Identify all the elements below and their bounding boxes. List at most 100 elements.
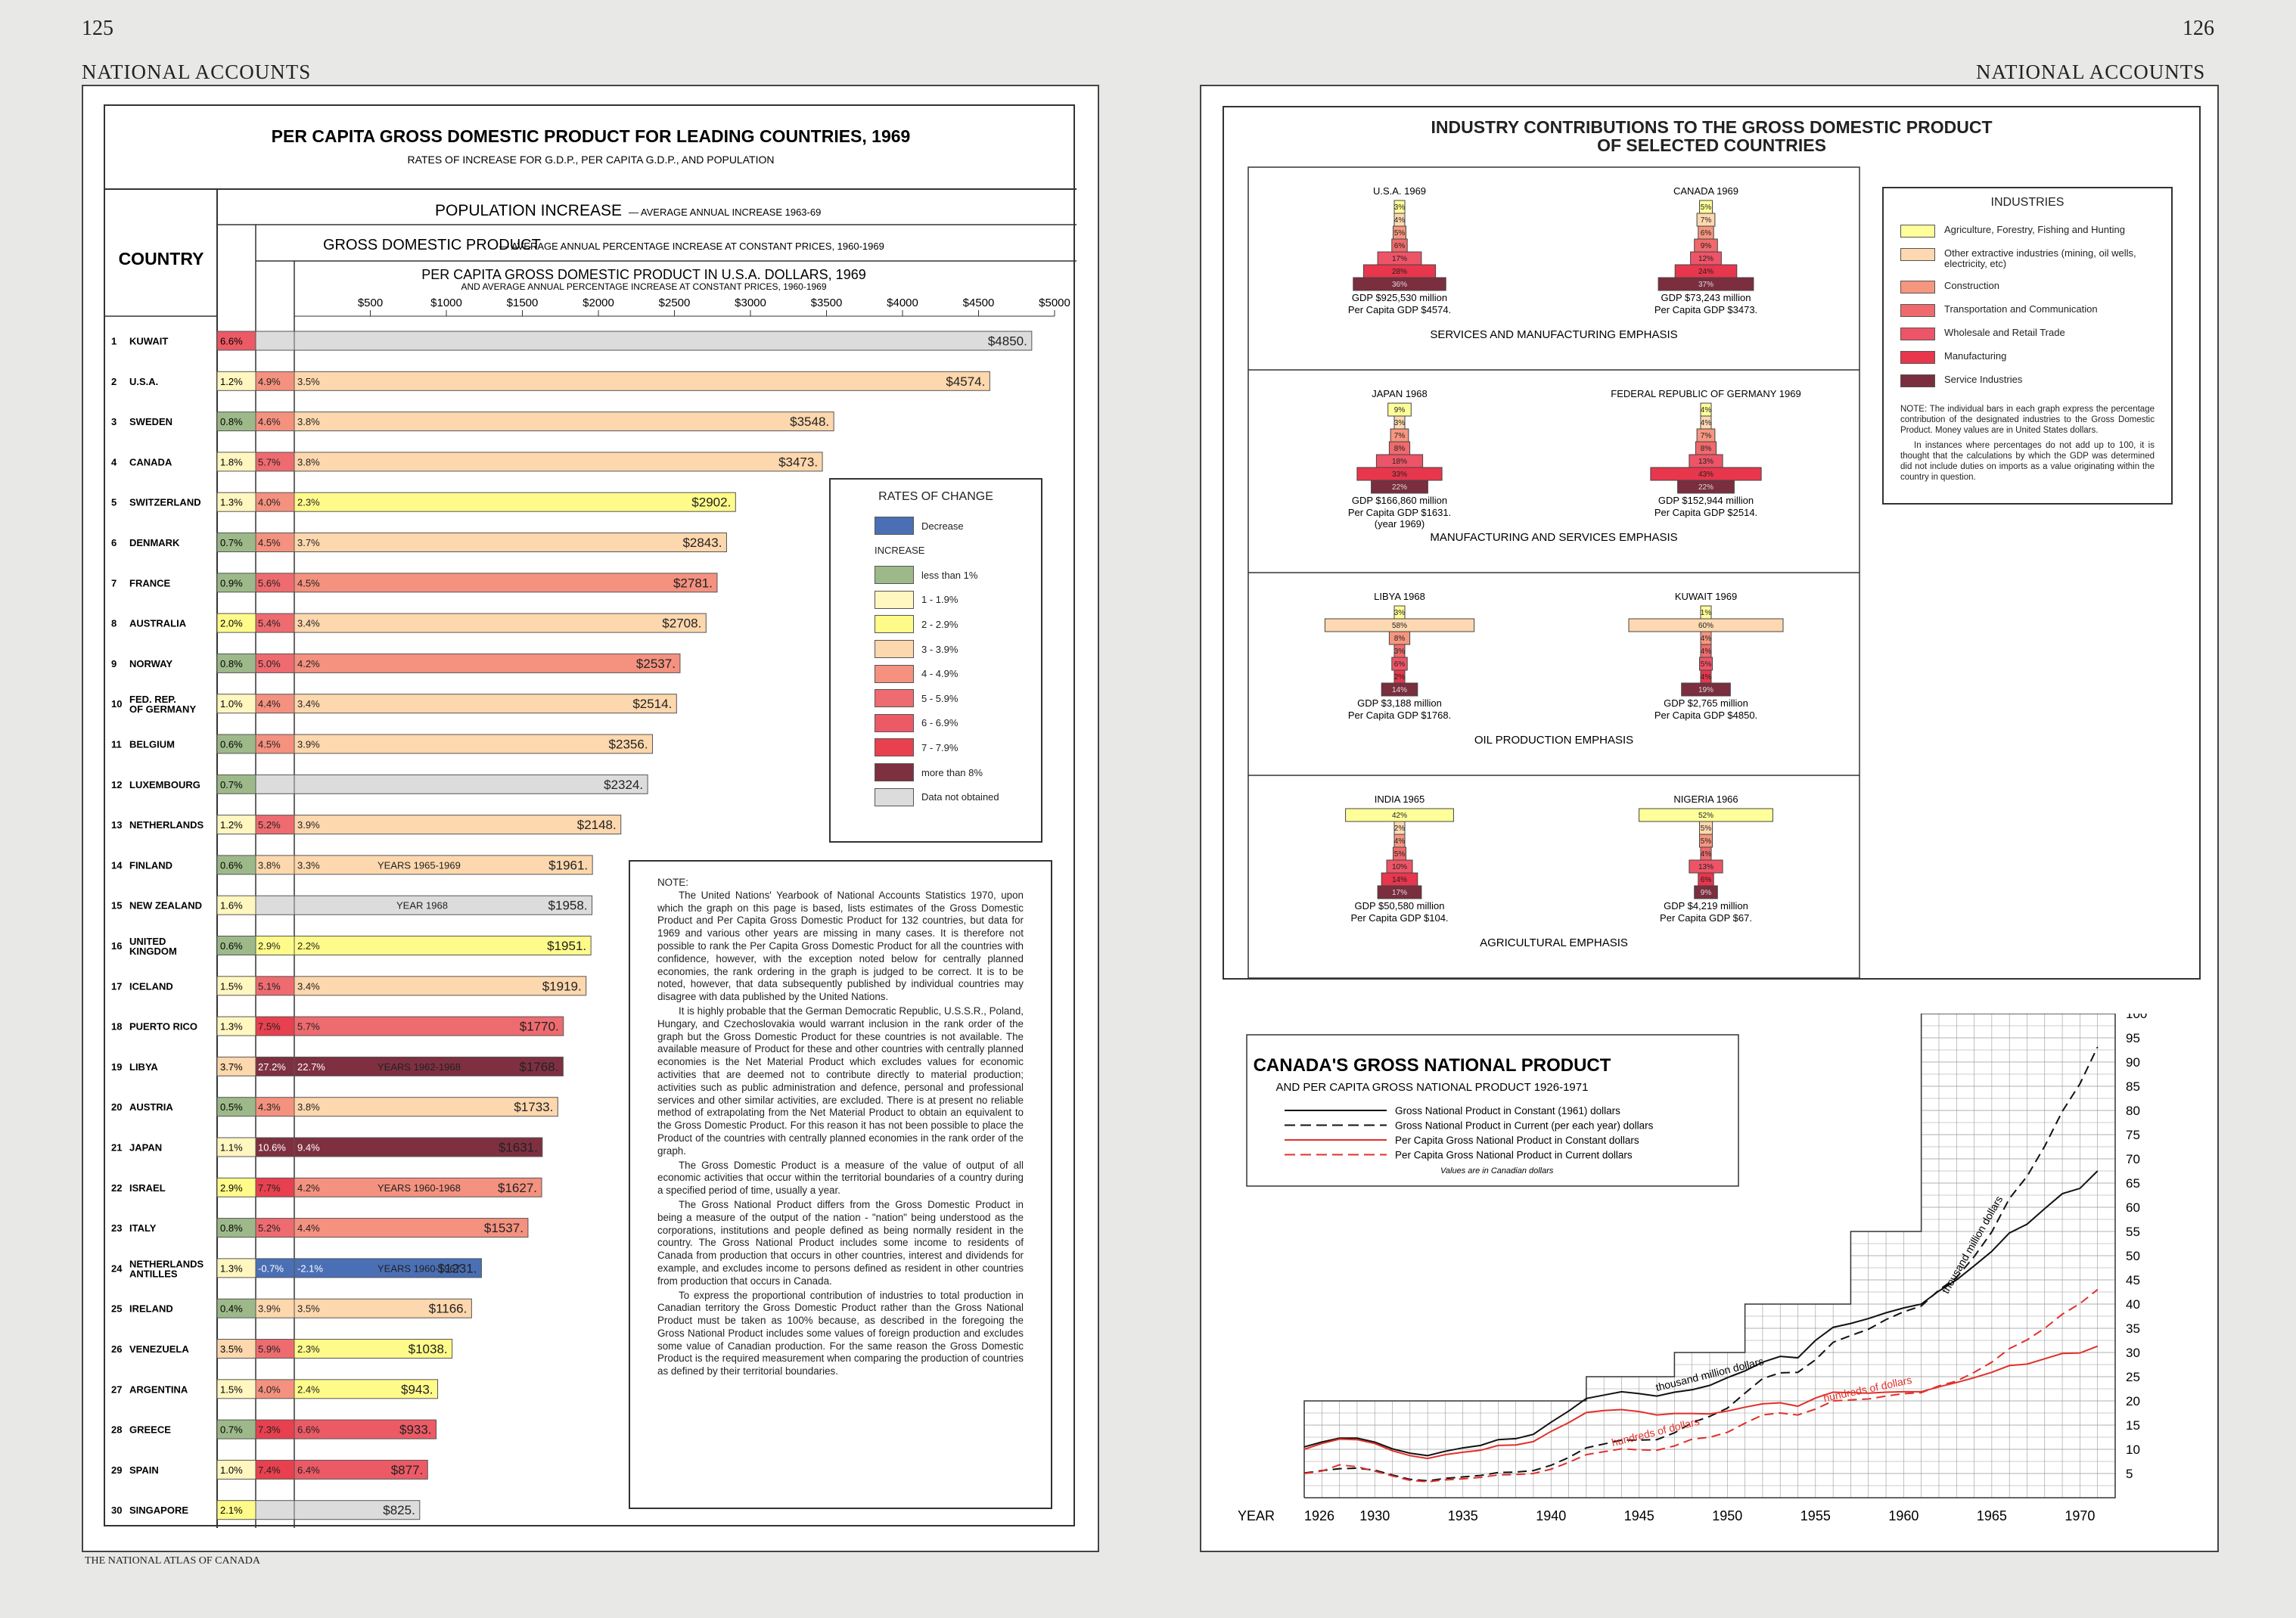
note-heading: NOTE:: [657, 877, 688, 888]
x-tick-label: 1926: [1304, 1508, 1334, 1523]
gdp-cell: [255, 895, 295, 915]
industry-legend-label: Agriculture, Forestry, Fishing and Hunti…: [1944, 224, 2125, 235]
rates-legend-label: 5 - 5.9%: [921, 692, 958, 704]
pc-value-label: $1961.: [548, 858, 588, 872]
pc-bar: [294, 331, 1033, 351]
industry-bar-label: 7%: [1394, 432, 1406, 440]
row-country-name: FRANCE: [129, 577, 170, 589]
industry-chart: U.S.A. 1969 3% 4% 5% 6% 17% 28% 36% GDP $925,530…: [1247, 166, 1860, 979]
pop-value: 1.3%: [220, 497, 243, 508]
group-emphasis: SERVICES AND MANUFACTURING EMPHASIS: [1430, 328, 1677, 341]
row-country-name: LUXEMBOURG: [129, 779, 200, 790]
industry-bar-label: 7%: [1701, 216, 1712, 225]
gdp-cell: [255, 371, 295, 391]
industry-bar-label: 4%: [1701, 635, 1712, 643]
section-title-right: NATIONAL ACCOUNTS: [1976, 61, 2206, 83]
industry-bar-label: 4%: [1394, 216, 1406, 225]
pc-value-label: $2843.: [682, 536, 722, 550]
row-rank: 6: [111, 537, 117, 548]
country-chart-title: U.S.A. 1969: [1373, 185, 1426, 197]
pc-bar: [294, 1339, 453, 1359]
industry-bar-label: 52%: [1698, 812, 1713, 820]
pop-value: 1.8%: [220, 456, 243, 467]
country-gdp: GDP $50,580 million: [1355, 900, 1445, 911]
pop-value: 1.3%: [220, 1262, 243, 1274]
pop-cell: [216, 613, 256, 633]
industry-bar-label: 3%: [1394, 203, 1406, 212]
pc-bar: [294, 1419, 437, 1439]
pop-cell: [216, 1459, 256, 1480]
pop-cell: [216, 492, 256, 512]
industry-bar-label: 5%: [1394, 850, 1406, 859]
industry-bar-label: 5%: [1394, 229, 1406, 238]
x-tick-label: $3000: [735, 297, 766, 309]
pc-value-label: $2708.: [662, 616, 701, 631]
pop-cell: [216, 1056, 256, 1076]
gdp-cell: [255, 1258, 295, 1278]
gdp-cell: [255, 1097, 295, 1117]
pc-value-label: $1627.: [498, 1181, 537, 1195]
gdp-cell: [255, 1177, 295, 1197]
x-tick-label: 1945: [1624, 1508, 1654, 1523]
gdp-value: 3.8%: [258, 859, 281, 871]
x-tick-label: 1950: [1712, 1508, 1742, 1523]
pop-header-sub: — AVERAGE ANNUAL INCREASE 1963-69: [629, 207, 821, 218]
industry-bar-label: 17%: [1392, 255, 1407, 263]
pop-value: 1.5%: [220, 1384, 243, 1395]
gnp-legend-label: Gross National Product in Constant (1961…: [1395, 1105, 1620, 1116]
country-chart-title: KUWAIT 1969: [1675, 591, 1737, 602]
pc-bar: [294, 653, 681, 673]
x-tick-label: $4500: [963, 297, 995, 309]
gdp-value: 5.0%: [258, 658, 281, 669]
pop-header: POPULATION INCREASE: [435, 202, 622, 219]
industry-bar: [1677, 480, 1735, 494]
pc-bar: [294, 1016, 564, 1036]
footer-credit: THE NATIONAL ATLAS OF CANADA: [85, 1555, 261, 1567]
pc-header-sub: AND AVERAGE ANNUAL PERCENTAGE INCREASE A…: [461, 281, 826, 292]
pc-value-label: $2324.: [604, 778, 643, 792]
industry-bar-label: 2%: [1394, 673, 1406, 682]
y-tick-label: 15: [2126, 1418, 2140, 1433]
rates-legend-label: Decrease: [921, 520, 964, 532]
gdp-value: 4.4%: [258, 698, 281, 710]
industries-note-1: NOTE: The individual bars in each graph …: [1900, 405, 2155, 435]
industry-bar-label: 5%: [1701, 825, 1712, 833]
industry-bar-label: 6%: [1701, 876, 1712, 884]
pc-rate: 22.7%: [297, 1061, 325, 1073]
pc-rate: 3.8%: [297, 416, 320, 427]
y-tick-label: 95: [2126, 1031, 2140, 1045]
x-tick-label: $2500: [659, 297, 691, 309]
gnp-legend-label: Gross National Product in Current (per e…: [1395, 1120, 1654, 1132]
row-rank: 5: [111, 497, 117, 508]
row-country-name: ICELAND: [129, 980, 173, 992]
gdp-cell: [255, 1500, 295, 1520]
rates-legend-label: less than 1%: [921, 569, 978, 581]
pop-value: 1.5%: [220, 980, 243, 992]
pc-rate: 2.3%: [297, 1343, 320, 1355]
country-chart-title: CANADA 1969: [1673, 185, 1738, 197]
rates-legend-label: 2 - 2.9%: [921, 618, 958, 630]
industry-bar: [1353, 277, 1446, 291]
gdp-cell: [255, 452, 295, 472]
rates-legend-label: Data not obtained: [921, 791, 999, 803]
x-tick-label: 1955: [1800, 1508, 1831, 1523]
y-tick-label: 20: [2126, 1394, 2140, 1408]
industry-legend-item-manuf: Manufacturing: [1900, 351, 2155, 364]
pc-value-label: $943.: [401, 1382, 433, 1396]
pc-value-label: $2537.: [636, 657, 676, 671]
pop-value: 0.7%: [220, 1424, 243, 1436]
series-line-gross-national-product-in-current-per-each-year-dollars: [1303, 1046, 2099, 1482]
gnp-legend-label: Per Capita Gross National Product in Con…: [1395, 1135, 1639, 1146]
rates-legend-item: 7 - 7.9%: [875, 738, 958, 757]
pop-cell: [216, 331, 256, 351]
pc-rate: 6.6%: [297, 1424, 320, 1436]
row-country-name: NORWAY: [129, 658, 172, 669]
pc-bar: [294, 1258, 482, 1278]
pc-value-label: $2514.: [632, 697, 672, 711]
country-pc-gdp: Per Capita GDP $4574.: [1348, 304, 1451, 315]
y-tick-label: 35: [2126, 1321, 2140, 1336]
industry-legend-swatch: [1900, 225, 1935, 238]
gdp-cell: [255, 976, 295, 996]
row-rank: 3: [111, 416, 117, 427]
pop-value: 0.8%: [220, 1222, 243, 1234]
